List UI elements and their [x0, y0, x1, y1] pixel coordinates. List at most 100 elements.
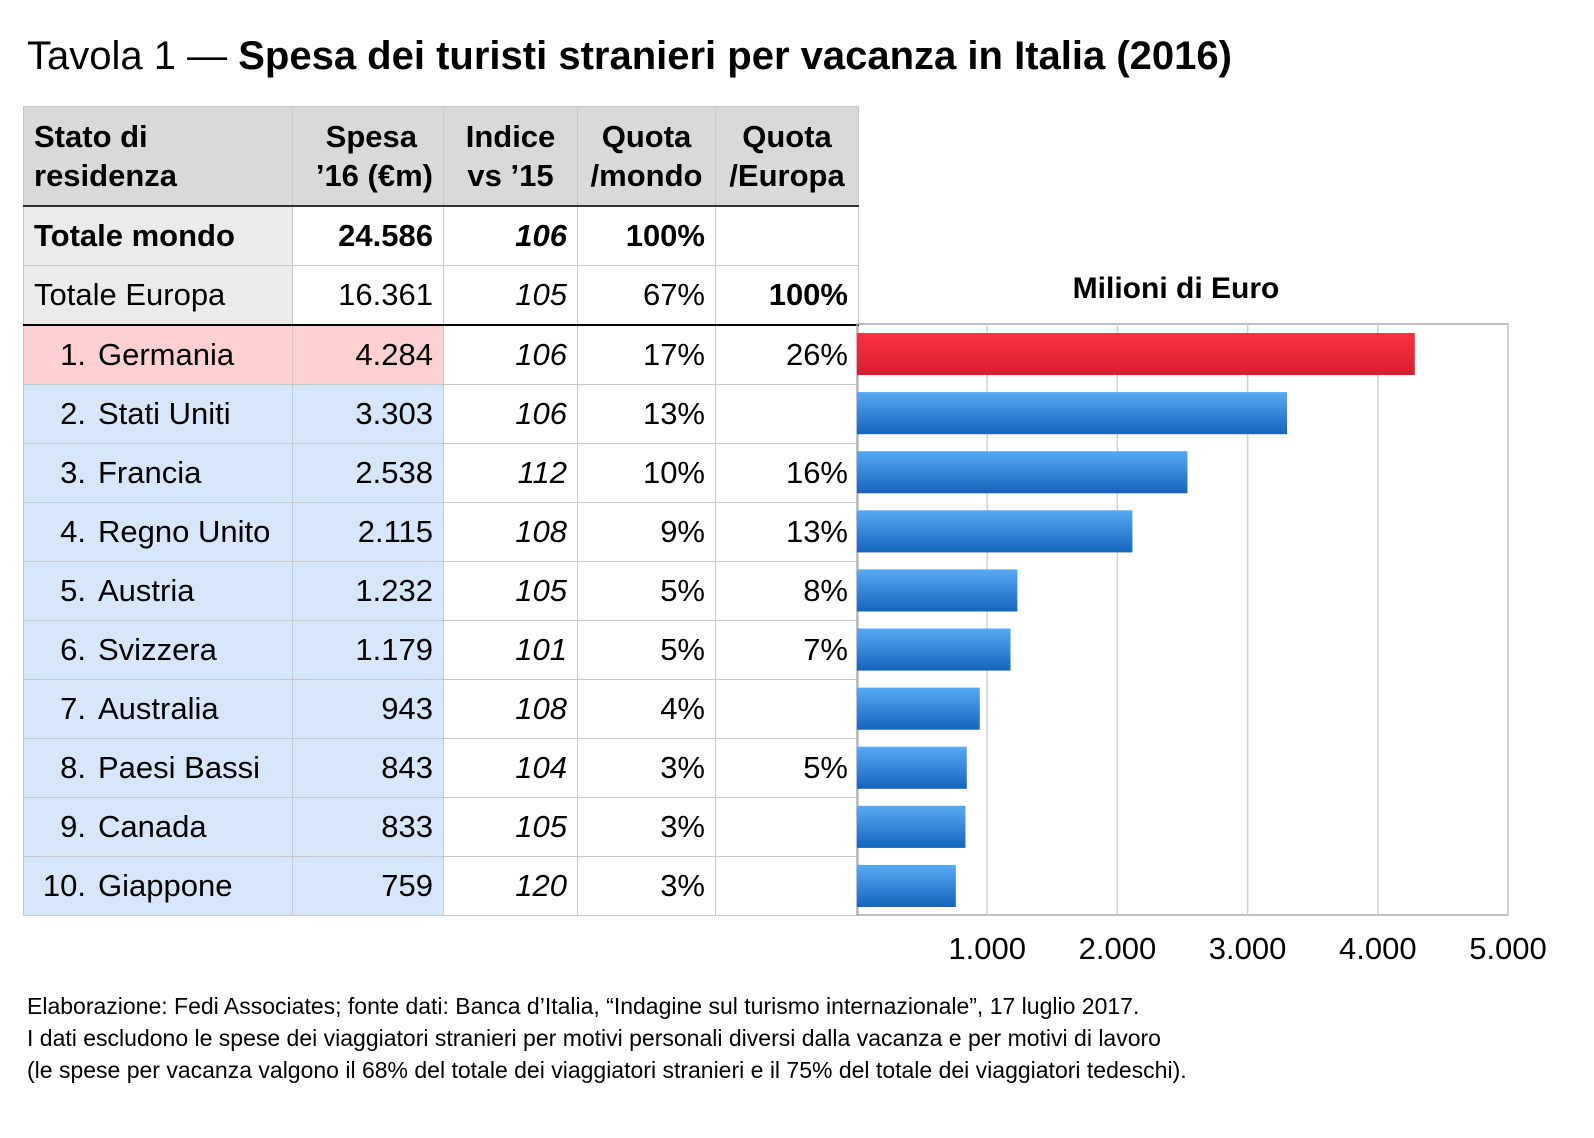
quota-europa-cell — [715, 205, 859, 266]
indice-cell: 105 — [443, 265, 578, 326]
rank: 10. — [42, 868, 86, 903]
footer-notes: Elaborazione: Fedi Associates; fonte dat… — [27, 990, 1187, 1086]
bar-germania — [857, 333, 1415, 376]
spesa-cell: 4.284 — [292, 324, 444, 385]
rank: 1. — [60, 337, 86, 372]
indice-cell: 108 — [443, 502, 578, 562]
header-quota-mondo: Quota/mondo — [577, 106, 716, 207]
quota-mondo-cell: 13% — [577, 384, 716, 444]
country-name: Stati Uniti — [98, 396, 231, 431]
page-title: Tavola 1 — Spesa dei turisti stranieri p… — [27, 34, 1232, 79]
spesa-cell: 843 — [292, 738, 444, 798]
footer-source: Elaborazione: Fedi Associates; fonte dat… — [27, 993, 1140, 1019]
rank: 2. — [60, 396, 86, 431]
quota-europa-cell — [715, 797, 859, 857]
indice-cell: 104 — [443, 738, 578, 798]
quota-europa-cell: 5% — [715, 738, 859, 798]
table-header-row: Stato di residenza Spesa ’16 (€m) Indice vs… — [23, 106, 859, 207]
country-cell: 9. Canada — [23, 797, 293, 857]
country-name: Giappone — [98, 868, 233, 903]
indice-cell: 106 — [443, 384, 578, 444]
spesa-cell: 3.303 — [292, 384, 444, 444]
table-row: 2. Stati Uniti 3.303 106 13% — [23, 384, 859, 444]
quota-europa-cell — [715, 856, 859, 916]
quota-mondo-cell: 17% — [577, 324, 716, 385]
table-row: 1. Germania 4.284 106 17% 26% — [23, 324, 859, 385]
footer-note-1: I dati escludono le spese dei viaggiator… — [27, 1025, 1161, 1051]
spesa-cell: 759 — [292, 856, 444, 916]
title-main: Spesa dei turisti stranieri per vacanza … — [238, 34, 1232, 78]
rank: 9. — [60, 809, 86, 844]
total-name: Totale Europa — [23, 265, 293, 326]
quota-europa-cell: 7% — [715, 620, 859, 680]
country-cell: 2. Stati Uniti — [23, 384, 293, 444]
bar-australia — [857, 687, 980, 730]
table-row: 3. Francia 2.538 112 10% 16% — [23, 443, 859, 503]
quota-europa-cell — [715, 679, 859, 739]
country-cell: 4. Regno Unito — [23, 502, 293, 562]
x-tick-label: 5.000 — [1469, 931, 1547, 966]
spesa-cell: 943 — [292, 679, 444, 739]
country-cell: 1. Germania — [23, 324, 293, 385]
spesa-cell: 1.179 — [292, 620, 444, 680]
spesa-cell: 16.361 — [292, 265, 444, 326]
country-cell: 6. Svizzera — [23, 620, 293, 680]
bar-regno-unito — [857, 510, 1133, 553]
header-stato: Stato di residenza — [23, 106, 293, 207]
x-tick-label: 4.000 — [1339, 931, 1417, 966]
table-row: 5. Austria 1.232 105 5% 8% — [23, 561, 859, 621]
quota-mondo-cell: 67% — [577, 265, 716, 326]
quota-mondo-cell: 5% — [577, 620, 716, 680]
header-quota-europa: Quota/Europa — [715, 106, 859, 207]
quota-europa-cell: 16% — [715, 443, 859, 503]
country-cell: 8. Paesi Bassi — [23, 738, 293, 798]
rank: 5. — [60, 573, 86, 608]
table-row: 7. Australia 943 108 4% — [23, 679, 859, 739]
indice-cell: 106 — [443, 324, 578, 385]
table-row: 9. Canada 833 105 3% — [23, 797, 859, 857]
country-cell: 3. Francia — [23, 443, 293, 503]
country-cell: 10. Giappone — [23, 856, 293, 916]
bar-svizzera — [857, 628, 1011, 671]
bar-giappone — [857, 864, 956, 907]
quota-mondo-cell: 9% — [577, 502, 716, 562]
rank: 8. — [60, 750, 86, 785]
country-name: Svizzera — [98, 632, 217, 667]
rank: 6. — [60, 632, 86, 667]
quota-europa-cell — [715, 384, 859, 444]
country-name: Francia — [98, 455, 202, 490]
country-cell: 7. Australia — [23, 679, 293, 739]
country-name: Germania — [98, 337, 235, 372]
table-row: 6. Svizzera 1.179 101 5% 7% — [23, 620, 859, 680]
country-name: Canada — [98, 809, 207, 844]
x-tick-label: 2.000 — [1079, 931, 1157, 966]
footer-note-2: (le spese per vacanza valgono il 68% del… — [27, 1057, 1187, 1083]
indice-cell: 112 — [443, 443, 578, 503]
quota-mondo-cell: 10% — [577, 443, 716, 503]
total-name: Totale mondo — [23, 205, 293, 266]
quota-mondo-cell: 5% — [577, 561, 716, 621]
country-name: Paesi Bassi — [98, 750, 260, 785]
total-row: Totale mondo 24.586 106 100% — [23, 205, 859, 266]
title-prefix: Tavola 1 — — [27, 34, 239, 78]
rank: 3. — [60, 455, 86, 490]
data-table: Stato di residenza Spesa ’16 (€m) Indice vs… — [23, 106, 859, 916]
spesa-cell: 2.538 — [292, 443, 444, 503]
x-tick-label: 1.000 — [948, 931, 1026, 966]
bar-austria — [857, 569, 1018, 612]
country-name: Austria — [98, 573, 195, 608]
bar-paesi-bassi — [857, 746, 967, 789]
x-tick-label: 3.000 — [1209, 931, 1287, 966]
rank: 4. — [60, 514, 86, 549]
quota-mondo-cell: 3% — [577, 738, 716, 798]
header-indice: Indice vs ’15 — [443, 106, 578, 207]
country-cell: 5. Austria — [23, 561, 293, 621]
bar-francia — [857, 451, 1188, 494]
country-name: Regno Unito — [98, 514, 271, 549]
quota-europa-cell: 8% — [715, 561, 859, 621]
bar-canada — [857, 805, 966, 848]
indice-cell: 105 — [443, 797, 578, 857]
quota-europa-cell: 100% — [715, 265, 859, 326]
country-name: Australia — [98, 691, 219, 726]
